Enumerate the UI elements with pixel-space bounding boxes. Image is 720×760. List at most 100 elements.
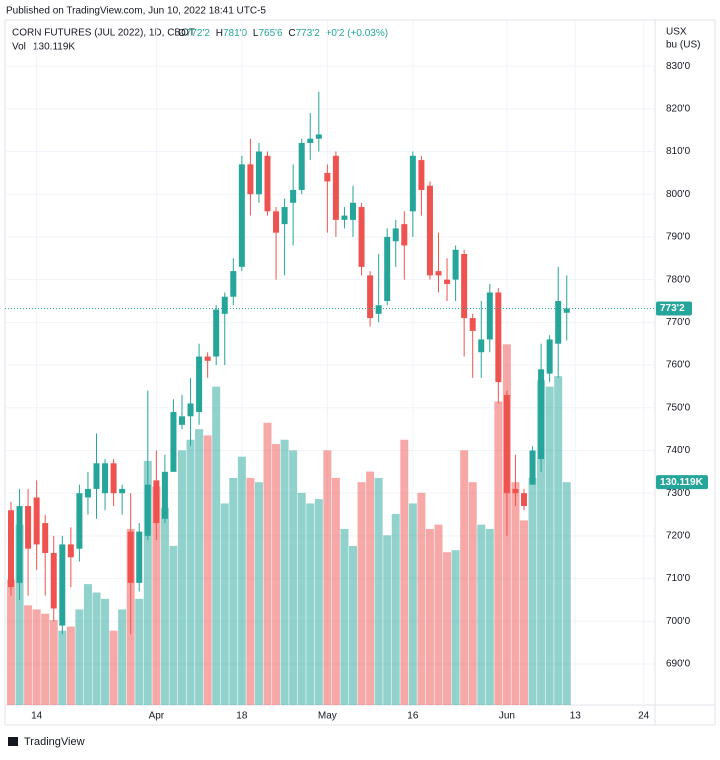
candle-body [512,488,519,494]
volume-bar [237,456,246,705]
x-tick-label: May [318,711,337,722]
y-tick-label: 720'0 [666,531,691,542]
candle-body [127,531,134,583]
volume-bar [451,550,460,705]
candle-body [84,488,91,498]
volume-bar [220,503,229,705]
volume-bar [135,598,144,705]
y-tick-label: 710'0 [666,573,691,584]
volume-bar [374,477,383,705]
volume-bar [203,435,212,705]
candle-body [555,301,562,344]
volume-bar [41,613,50,705]
volume-bar [434,524,443,705]
candle-body [435,271,442,276]
volume-bar [75,609,84,705]
candle-body [486,292,493,340]
y-tick-label: 780'0 [666,274,691,285]
o: O [178,28,186,39]
candle-body [230,271,237,297]
x-tick-label: 18 [236,711,248,722]
volume-bar [92,592,101,705]
volume-bar [331,477,340,705]
y-tick-label: 700'0 [666,616,691,627]
volume-bar [391,514,400,705]
candle-body [521,493,527,506]
volume-bar [83,584,92,705]
y-tick-label: 820'0 [666,103,691,114]
candle-body [247,164,254,195]
candle-body [563,308,570,313]
volume-bar [152,486,161,705]
y-tick-label: 770'0 [666,317,691,328]
y-tick-label: 800'0 [666,189,691,200]
candle-body [8,510,14,588]
candle-body [341,215,348,220]
y-tick-label: 790'0 [666,232,691,243]
volume-bar [545,386,554,705]
candle-body [332,155,339,220]
candle-body [264,155,271,212]
x-tick-label: 16 [407,711,419,722]
candle-body [461,254,468,319]
candle-body [153,480,160,524]
candle-body [290,189,297,203]
volume-bar [297,492,306,705]
volume-bar [169,545,178,705]
candle-body [367,275,374,319]
candle-body [204,356,211,361]
volume-bar [520,520,528,705]
published: Published on TradingView.com, Jun 10, 20… [6,6,266,17]
candle-body [187,403,194,417]
volume-bar [314,499,323,705]
volume-bar [537,380,546,705]
candle-body [503,394,510,494]
candle-body [315,134,322,139]
volume-bar [24,605,33,705]
candle-body [418,160,425,190]
volume-bar [357,482,366,705]
candle-body [546,339,553,374]
volume-bar [109,630,118,705]
unit: bu (US) [666,40,700,51]
volume-bar [160,507,169,705]
volume-bar [7,579,15,705]
candle-body [409,155,416,212]
volume-bar [554,376,563,705]
low: 765'6 [258,28,283,39]
volume-bar [178,450,186,705]
candle-body [33,497,40,545]
candle-body [76,493,83,549]
x-tick-label: Jun [499,711,515,722]
candle-body [298,142,305,190]
candle-body [136,531,143,583]
candle-body [110,463,117,494]
candle-body [170,412,177,472]
x-tick-label: 14 [31,711,43,722]
h: H [216,28,223,39]
y-tick-label: 760'0 [666,360,691,371]
volume-bar [186,439,195,705]
candle-body [358,207,365,267]
y-tick-label: 690'0 [666,659,691,670]
volume-bar [323,450,332,705]
volume-bar [229,477,238,705]
candle-body [25,505,32,549]
close: 773'2 [296,28,321,39]
l: L [253,28,259,39]
candle-body [50,552,57,609]
volume-bar [383,535,392,705]
candle-body [444,279,451,284]
candle-body [426,185,433,276]
c: C [288,28,295,39]
volume-bar [32,609,41,705]
volume-bar [212,386,221,705]
candle-body [375,305,382,314]
volume-bar [408,503,417,705]
volume-bar [366,471,375,705]
volume-bar [66,626,75,705]
volume-bar [272,444,281,705]
volume-bar [443,552,452,705]
y-tick-label: 810'0 [666,146,691,157]
